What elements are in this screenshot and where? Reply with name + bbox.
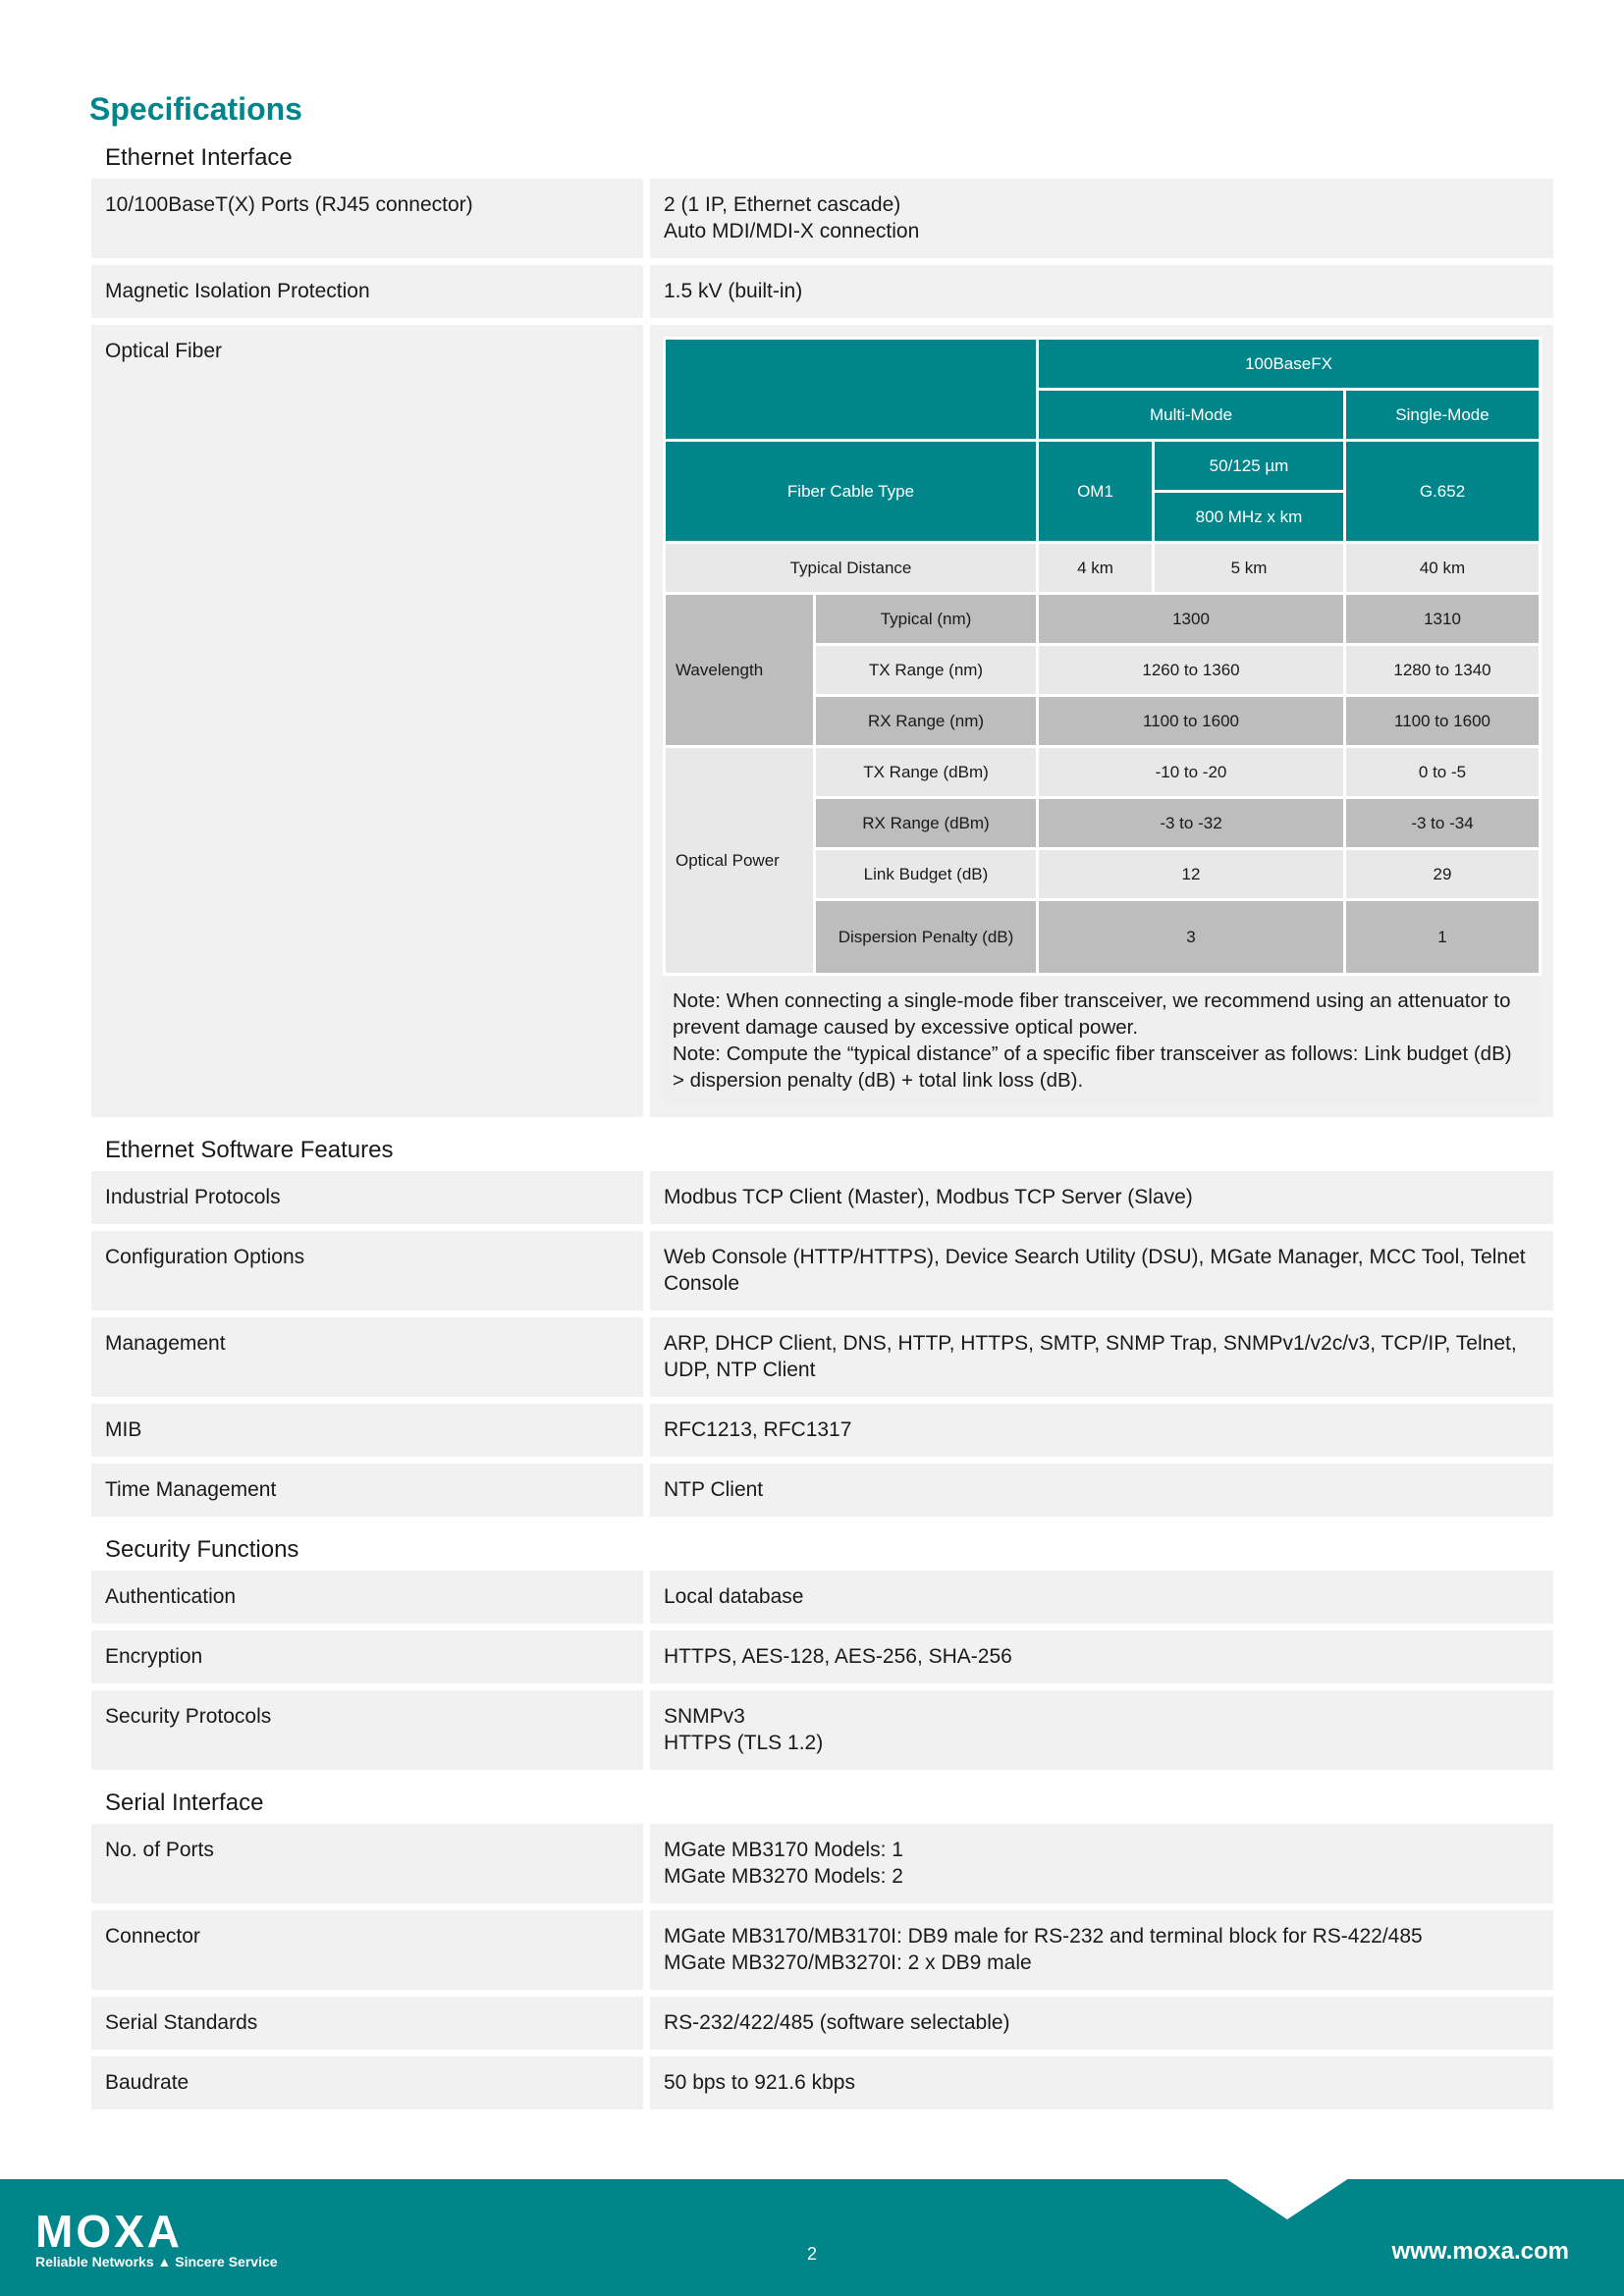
spec-row: Encryption HTTPS, AES-128, AES-256, SHA-2…	[91, 1630, 1553, 1683]
fiber-cell: 3	[1036, 898, 1346, 976]
fiber-cell: Single-Mode	[1343, 388, 1542, 442]
spec-value: RS-232/422/485 (software selectable)	[650, 1997, 1553, 2050]
spec-value: HTTPS, AES-128, AES-256, SHA-256	[650, 1630, 1553, 1683]
fiber-cell: 29	[1343, 847, 1542, 901]
fiber-cell: Link Budget (dB)	[813, 847, 1039, 901]
page-title: Specifications	[89, 91, 302, 127]
spec-label: Encryption	[91, 1630, 643, 1683]
logo-tagline: Reliable Networks ▲ Sincere Service	[35, 2254, 278, 2269]
spec-value: MGate MB3170 Models: 1 MGate MB3270 Mode…	[650, 1824, 1553, 1903]
fiber-cell: 4 km	[1036, 541, 1155, 595]
spec-value: Web Console (HTTP/HTTPS), Device Search …	[650, 1231, 1553, 1310]
spec-value: ARP, DHCP Client, DNS, HTTP, HTTPS, SMTP…	[650, 1317, 1553, 1397]
fiber-cell: Typical Distance	[663, 541, 1039, 595]
fiber-group-optical-power: Optical Power	[663, 745, 816, 976]
spec-row: Time Management NTP Client	[91, 1464, 1553, 1517]
spec-label: Configuration Options	[91, 1231, 643, 1310]
fiber-cell: 1260 to 1360	[1036, 643, 1346, 697]
spec-label: Optical Fiber	[91, 325, 643, 1117]
fiber-cell: -3 to -32	[1036, 796, 1346, 850]
fiber-cell: TX Range (nm)	[813, 643, 1039, 697]
fiber-cell: RX Range (nm)	[813, 694, 1039, 748]
fiber-cell: Typical (nm)	[813, 592, 1039, 646]
spec-value: Modbus TCP Client (Master), Modbus TCP S…	[650, 1171, 1553, 1224]
spec-value: MGate MB3170/MB3170I: DB9 male for RS-23…	[650, 1910, 1553, 1990]
section-heading: Ethernet Software Features	[105, 1137, 394, 1163]
website-link[interactable]: www.moxa.com	[1391, 2238, 1570, 2265]
fiber-cell: OM1	[1036, 439, 1155, 544]
fiber-cell: 1280 to 1340	[1343, 643, 1542, 697]
spec-row: Serial Standards RS-232/422/485 (software…	[91, 1997, 1553, 2050]
spec-value: RFC1213, RFC1317	[650, 1404, 1553, 1457]
fiber-cell: Multi-Mode	[1036, 388, 1346, 442]
spec-label: Time Management	[91, 1464, 643, 1517]
spec-value: NTP Client	[650, 1464, 1553, 1517]
spec-value: 1.5 kV (built-in)	[650, 265, 1553, 318]
fiber-cell	[663, 337, 1039, 442]
fiber-cell: 1310	[1343, 592, 1542, 646]
spec-value: 50 bps to 921.6 kbps	[650, 2056, 1553, 2109]
spec-label: 10/100BaseT(X) Ports (RJ45 connector)	[91, 179, 643, 258]
note: Note: When connecting a single-mode fibe…	[673, 989, 1511, 1039]
spec-label: Connector	[91, 1910, 643, 1990]
spec-row: Magnetic Isolation Protection 1.5 kV (bui…	[91, 265, 1553, 318]
page-number: 2	[807, 2244, 818, 2264]
spec-value: Local database	[650, 1571, 1553, 1624]
spec-label: Serial Standards	[91, 1997, 643, 2050]
fiber-cell: Fiber Cable Type	[663, 439, 1039, 544]
spec-label: No. of Ports	[91, 1824, 643, 1903]
spec-label: Magnetic Isolation Protection	[91, 265, 643, 318]
spec-label: Management	[91, 1317, 643, 1397]
spec-row: Configuration Options Web Console (HTTP/H…	[91, 1231, 1553, 1310]
spec-row: Authentication Local database	[91, 1571, 1553, 1624]
fiber-group-wavelength: Wavelength	[663, 592, 816, 748]
footer	[0, 2179, 1624, 2296]
fiber-cell: 1300	[1036, 592, 1346, 646]
fiber-cell: 1100 to 1600	[1343, 694, 1542, 748]
spec-row: Optical Fiber 100BaseFX Multi-Mode Single…	[91, 325, 1553, 1117]
fiber-cell: 0 to -5	[1343, 745, 1542, 799]
spec-row: Industrial Protocols Modbus TCP Client (M…	[91, 1171, 1553, 1224]
spec-row: 10/100BaseT(X) Ports (RJ45 connector) 2 (…	[91, 179, 1553, 258]
moxa-logo: MOXA Reliable Networks ▲ Sincere Service	[35, 2209, 278, 2269]
fiber-cell: 50/125 µm	[1152, 439, 1346, 493]
fiber-cell: 100BaseFX	[1036, 337, 1542, 391]
fiber-cell: 1100 to 1600	[1036, 694, 1346, 748]
fiber-notes: Note: When connecting a single-mode fibe…	[663, 976, 1539, 1105]
fiber-cell: 40 km	[1343, 541, 1542, 595]
spec-value: 100BaseFX Multi-Mode Single-Mode Fiber Ca…	[650, 325, 1553, 1117]
fiber-cell: RX Range (dBm)	[813, 796, 1039, 850]
fiber-cell: 12	[1036, 847, 1346, 901]
fiber-cell: -10 to -20	[1036, 745, 1346, 799]
section-heading: Ethernet Interface	[105, 144, 293, 171]
note: Note: Compute the “typical distance” of …	[673, 1042, 1512, 1092]
spec-label: Authentication	[91, 1571, 643, 1624]
spec-label: MIB	[91, 1404, 643, 1457]
optical-fiber-table: 100BaseFX Multi-Mode Single-Mode Fiber Ca…	[663, 337, 1542, 976]
spec-row: MIB RFC1213, RFC1317	[91, 1404, 1553, 1457]
spec-value: SNMPv3 HTTPS (TLS 1.2)	[650, 1690, 1553, 1770]
spec-row: Security Protocols SNMPv3 HTTPS (TLS 1.2)	[91, 1690, 1553, 1770]
spec-value: 2 (1 IP, Ethernet cascade) Auto MDI/MDI-…	[650, 179, 1553, 258]
spec-row: Connector MGate MB3170/MB3170I: DB9 male …	[91, 1910, 1553, 1990]
spec-row: No. of Ports MGate MB3170 Models: 1 MGate…	[91, 1824, 1553, 1903]
spec-label: Security Protocols	[91, 1690, 643, 1770]
fiber-cell: G.652	[1343, 439, 1542, 544]
fiber-cell: TX Range (dBm)	[813, 745, 1039, 799]
spec-row: Management ARP, DHCP Client, DNS, HTTP, H…	[91, 1317, 1553, 1397]
fiber-cell: Dispersion Penalty (dB)	[813, 898, 1039, 976]
spec-row: Baudrate 50 bps to 921.6 kbps	[91, 2056, 1553, 2109]
fiber-cell: 800 MHz x km	[1152, 490, 1346, 544]
section-heading: Security Functions	[105, 1536, 299, 1563]
spec-label: Baudrate	[91, 2056, 643, 2109]
spec-label: Industrial Protocols	[91, 1171, 643, 1224]
fiber-cell: -3 to -34	[1343, 796, 1542, 850]
fiber-cell: 1	[1343, 898, 1542, 976]
logo-wordmark: MOXA	[35, 2206, 183, 2257]
footer-notch	[1225, 2178, 1349, 2219]
section-heading: Serial Interface	[105, 1789, 264, 1816]
fiber-cell: 5 km	[1152, 541, 1346, 595]
spec-content: Ethernet Interface 10/100BaseT(X) Ports (…	[91, 139, 1553, 2116]
